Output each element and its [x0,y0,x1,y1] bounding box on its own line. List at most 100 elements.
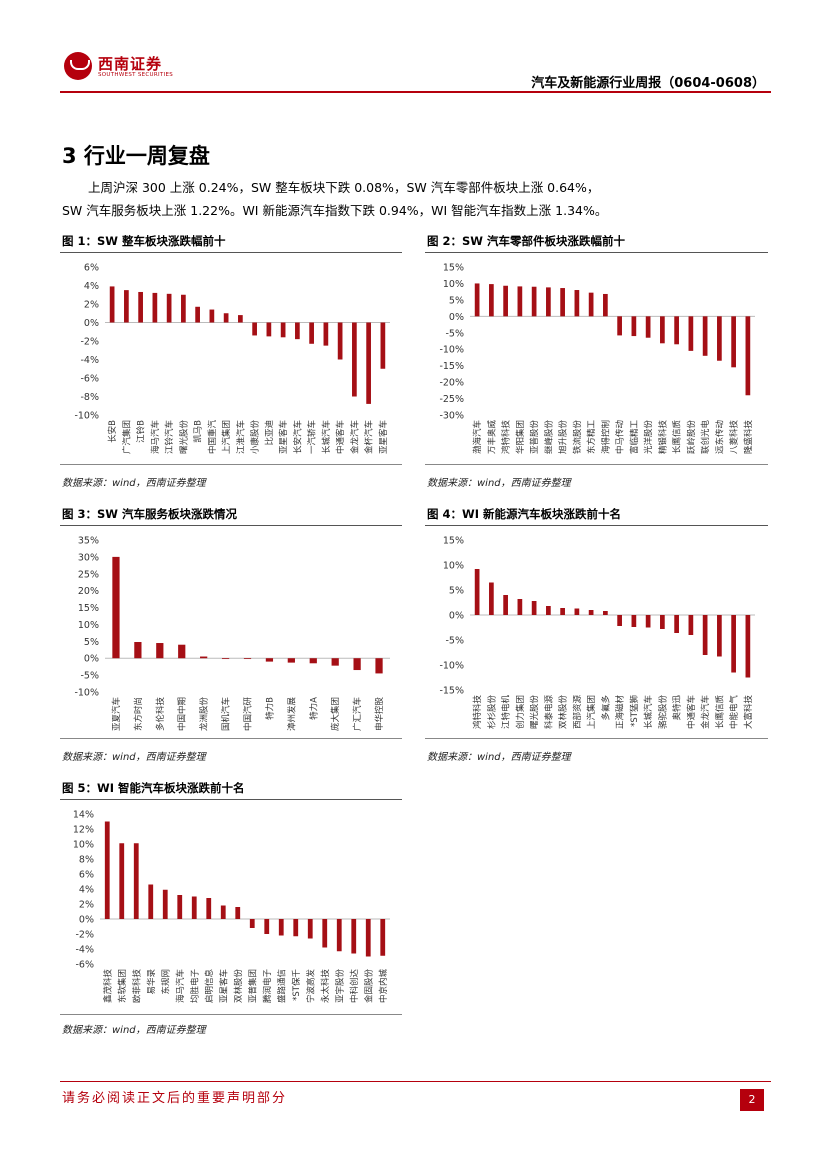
bar [731,615,736,673]
bar [331,658,339,666]
x-category-label: 八菱科技 [729,420,740,455]
x-category-label: 铁流股份 [572,420,583,455]
bar [660,316,665,344]
bar [366,322,371,404]
y-tick-label: 0% [449,611,464,622]
x-category-label: 金杯汽车 [364,420,375,454]
bar [531,601,537,615]
x-category-label: 东方精工 [586,420,597,455]
x-category-label: 亚星客车 [378,420,389,454]
bar [278,919,284,936]
bar [588,610,594,615]
x-category-label: 亚星客车 [278,420,289,454]
x-category-label: 宁波高发 [305,969,316,1004]
x-category-label: 龙洲股份 [199,697,210,732]
x-category-label: 广汇汽车 [352,697,363,731]
figure-3-title: 图 3：SW 汽车服务板块涨跌情况 [62,507,237,521]
bar [336,919,342,952]
y-tick-label: 15% [78,603,99,614]
y-tick-label: -15% [439,686,464,697]
bar [603,611,608,615]
logo-icon [64,52,92,80]
x-category-label: 启明信息 [204,969,215,1004]
x-category-label: 易华录 [146,969,157,995]
bar [503,285,508,317]
x-category-label: 双林股份 [558,695,569,730]
bar [307,919,313,939]
bar [280,322,286,338]
figure-1-source: 数据来源：wind，西南证券整理 [62,478,206,489]
x-category-label: 亚星客车 [218,969,229,1003]
x-category-label: 欧菲科技 [131,969,142,1004]
bar [351,919,357,954]
bar [124,290,129,323]
x-category-label: *ST猛狮 [629,695,640,727]
x-category-label: 亚普集团 [247,969,258,1003]
y-tick-label: 0% [84,654,99,665]
y-tick-label: 10% [78,620,99,631]
y-tick-label: 12% [73,825,94,836]
bar [223,313,229,323]
x-category-label: 金固股份 [363,969,374,1004]
company-logo: 西南证券 SOUTHWEST SECURITIES [60,50,180,84]
bar [177,895,183,919]
x-category-label: 中国中期 [177,697,188,731]
y-tick-label: 15% [443,263,464,274]
x-category-label: 中国重汽 [207,420,218,455]
figure-2-top-rule [425,252,768,253]
bar [688,316,694,351]
bar [531,286,537,317]
y-tick-label: 6% [84,263,99,274]
bar [252,322,257,336]
bar [156,643,164,659]
figure-5-source: 数据来源：wind，西南证券整理 [62,1025,206,1036]
x-category-label: 凯马B [193,420,204,443]
bar [617,316,622,336]
y-tick-label: -30% [439,411,464,422]
y-tick-label: -25% [439,394,464,405]
bar [152,292,158,323]
y-tick-label: 30% [78,552,99,563]
bar [195,306,200,323]
bar [489,582,494,615]
x-category-label: 上汽集团 [221,420,232,454]
x-category-label: 长安B [107,420,118,443]
bar [474,283,480,317]
figure-2-bottom-rule [425,464,768,465]
x-category-label: 中国汽研 [243,697,254,732]
bar [375,658,383,674]
x-category-label: 中通客车 [686,695,697,729]
bar [295,322,300,340]
x-category-label: 江铃汽车 [164,420,175,454]
x-category-label: 中京内城 [378,969,389,1004]
x-category-label: 中科创达 [349,969,360,1004]
x-category-label: 创力集团 [515,695,526,729]
x-category-label: 中通客车 [335,420,346,454]
x-category-label: 海得控制 [600,420,611,454]
y-tick-label: -10% [439,661,464,672]
x-category-label: 长安汽车 [292,420,303,454]
y-tick-label: 0% [79,915,94,926]
bar [148,884,154,919]
bar [209,309,215,323]
bar [688,615,694,635]
x-category-label: 特力A [308,697,319,720]
x-category-label: 多伦科技 [155,697,166,732]
x-category-label: 东规网 [160,969,171,995]
y-tick-label: 0% [449,312,464,323]
y-tick-label: -2% [81,337,100,348]
x-category-label: 多氟多 [600,695,611,721]
x-category-label: 正海磁材 [615,695,626,730]
y-tick-label: 10% [73,840,94,851]
bar [206,898,212,919]
bar [221,658,230,660]
header-divider [60,91,771,93]
figure-3-top-rule [60,525,402,526]
x-category-label: 华阳集团 [515,420,526,454]
summary-line-2: SW 汽车服务板块上涨 1.22%。WI 新能源汽车指数下跌 0.94%，WI … [62,203,608,218]
x-category-label: 曙光股份 [178,420,189,455]
bar [631,615,637,627]
x-category-label: 长城汽车 [643,695,654,729]
bar [645,615,651,628]
bar [574,608,580,615]
